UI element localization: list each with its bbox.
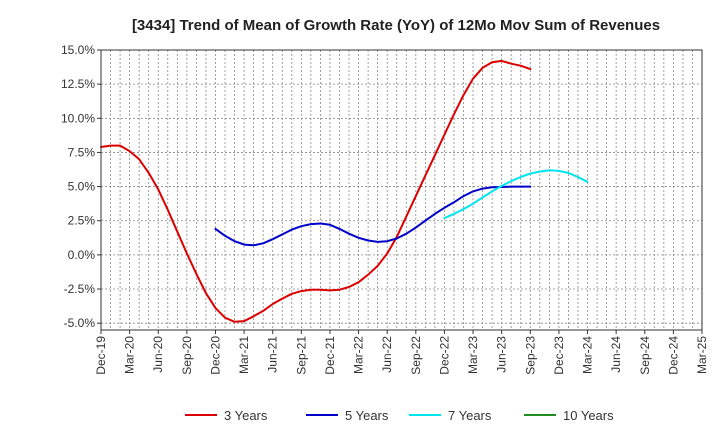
y-axis: 15.0% 12.5% 10.0% 7.5% 5.0% 2.5% 0.0% -2.5% -5.0…: [61, 43, 101, 330]
plot-border: [100, 49, 703, 331]
x-tick-label: Sep-22: [409, 336, 423, 375]
x-tick-label: Sep-21: [294, 336, 308, 375]
x-tick-label: Jun-21: [266, 336, 280, 373]
plot-area: [101, 50, 702, 330]
y-tick-label: 15.0%: [61, 43, 95, 57]
y-tick-label: 0.0%: [68, 248, 96, 262]
y-tick-label: 12.5%: [61, 77, 95, 91]
legend-label: 5 Years: [345, 408, 389, 423]
x-tick-label: Dec-22: [437, 336, 451, 375]
y-tick-label: -2.5%: [64, 282, 96, 296]
legend: 3 Years 5 Years 7 Years 10 Years: [185, 408, 614, 423]
y-tick-label: 7.5%: [68, 145, 96, 159]
grid-lines: [101, 49, 702, 330]
x-tick-label: Mar-22: [352, 336, 366, 374]
x-tick-label: Dec-23: [552, 336, 566, 375]
x-tick-label: Dec-24: [666, 336, 680, 375]
x-tick-label: Mar-21: [237, 336, 251, 374]
chart-title: [3434] Trend of Mean of Growth Rate (YoY…: [132, 17, 660, 34]
legend-label: 7 Years: [448, 408, 492, 423]
x-tick-label: Mar-23: [466, 336, 480, 374]
series-group: [100, 59, 589, 323]
plot-background: [101, 50, 702, 330]
x-tick-label: Sep-24: [638, 336, 652, 375]
x-tick-label: Mar-25: [695, 336, 709, 374]
x-tick-label: Dec-20: [208, 336, 222, 375]
y-tick-label: 5.0%: [68, 180, 96, 194]
y-tick-label: 2.5%: [68, 214, 96, 228]
series-line-5-years: [214, 185, 532, 247]
x-tick-label: Sep-20: [180, 336, 194, 375]
x-tick-label: Jun-24: [609, 336, 623, 373]
x-axis: Dec-19 Mar-20 Jun-20 Sep-20 Dec-20 Mar-21 Jun-…: [94, 330, 709, 375]
legend-label: 3 Years: [224, 408, 268, 423]
x-tick-label: Dec-19: [94, 336, 108, 375]
x-tick-label: Jun-20: [151, 336, 165, 373]
x-tick-label: Jun-22: [380, 336, 394, 373]
plot-frame: [100, 49, 703, 331]
legend-label: 10 Years: [563, 408, 614, 423]
x-tick-label: Mar-24: [581, 336, 595, 374]
x-tick-label: Sep-23: [523, 336, 537, 375]
series-line-3-years: [100, 59, 532, 323]
x-tick-label: Jun-23: [495, 336, 509, 373]
series-line-7-years: [443, 169, 589, 219]
y-tick-label: -5.0%: [64, 316, 96, 330]
x-tick-label: Mar-20: [123, 336, 137, 374]
x-tick-label: Dec-21: [323, 336, 337, 375]
y-tick-label: 10.0%: [61, 111, 95, 125]
